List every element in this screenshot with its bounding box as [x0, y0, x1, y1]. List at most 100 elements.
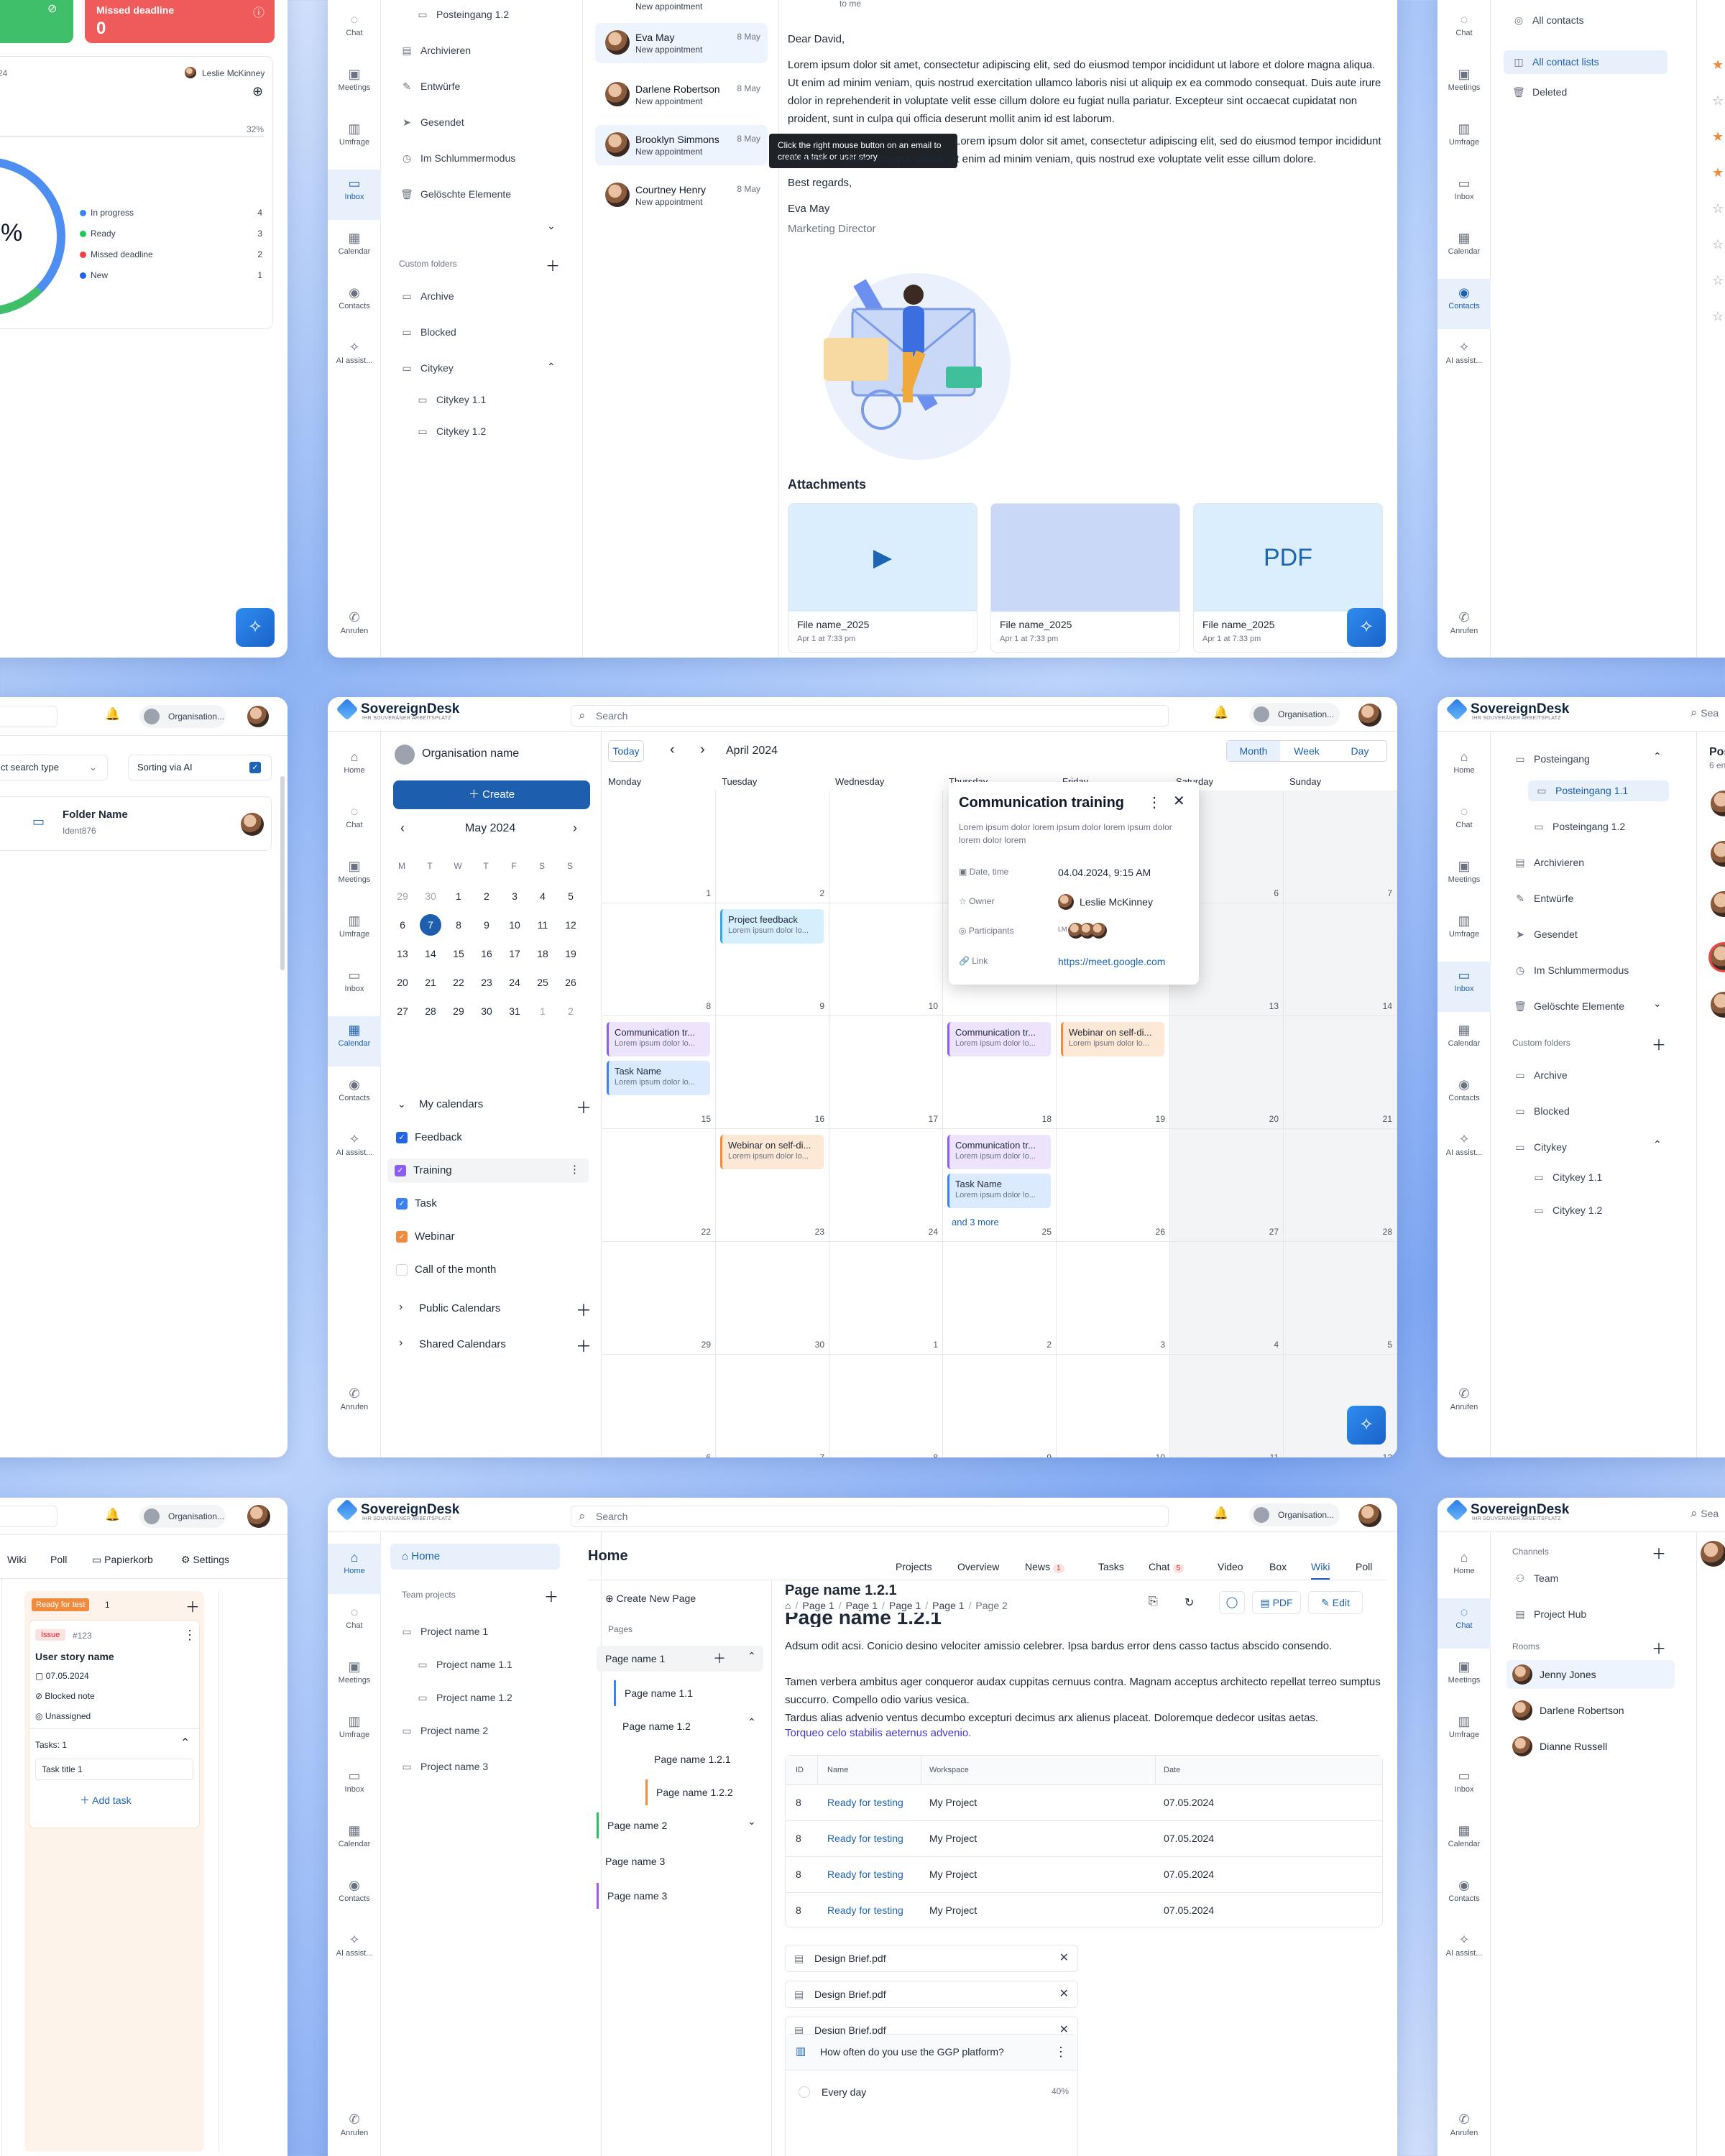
tab-poll[interactable]: Poll [1356, 1561, 1372, 1572]
mini-day[interactable]: 31 [509, 1005, 520, 1017]
more-icon[interactable]: ⋮ [1054, 2045, 1067, 2059]
file-item[interactable]: Design Brief.pdf ✕ [785, 1981, 1078, 2008]
mini-day[interactable]: 9 [484, 919, 489, 931]
mini-day[interactable]: 26 [565, 977, 576, 988]
bell-icon[interactable]: 🔔 [105, 707, 121, 721]
mini-day[interactable]: 14 [425, 948, 436, 959]
nav-chat[interactable]: ◌ Chat [1438, 1598, 1491, 1649]
tab-wiki[interactable]: Wiki [1311, 1561, 1330, 1580]
story-card[interactable]: Issue #123 ⋮ User story name ▢ 07.05.202… [29, 1620, 201, 1828]
mini-day[interactable]: 15 [453, 948, 464, 959]
chevron-up-icon[interactable]: ⌃ [1653, 750, 1662, 762]
folder-item[interactable]: ▤ Archivieren [399, 45, 471, 57]
inbox-folder[interactable]: ▭ Posteingang [1512, 753, 1589, 765]
chevron-right-icon[interactable]: › [399, 1337, 403, 1349]
folder-item[interactable]: ➤ Gesendet [1512, 929, 1578, 941]
nav-meetings[interactable]: ▣ Meetings [1438, 1653, 1491, 1703]
organisation-switcher[interactable]: Organisation... [1249, 703, 1340, 726]
day-cell[interactable]: 3 [1057, 1242, 1170, 1355]
custom-folder[interactable]: ▭ Archive [399, 290, 454, 303]
breadcrumb-item[interactable]: Page 1 [888, 1600, 921, 1611]
chevron-down-icon[interactable]: ⌄ [1653, 998, 1662, 1009]
nav-meetings[interactable]: ▣ Meetings [328, 852, 381, 903]
add-room-icon[interactable]: ＋ [1652, 1641, 1666, 1657]
nav-aiassist[interactable]: ✧ AI assist... [328, 1926, 381, 1976]
day-cell[interactable]: 1 [829, 1242, 943, 1355]
page-item[interactable]: Page name 2 [597, 1812, 763, 1838]
shared-calendars[interactable]: Shared Calendars [419, 1338, 506, 1350]
tab-chat[interactable]: Chat 5 [1149, 1561, 1184, 1573]
status-link[interactable]: Ready for testing [827, 1904, 903, 1916]
custom-folder[interactable]: ▭ Blocked [399, 326, 456, 338]
calendar-item[interactable]: ✓ Training ⋮ [387, 1158, 589, 1183]
star-icon[interactable]: ☆ [1712, 237, 1724, 252]
sort-select[interactable]: Sorting via AI ✓ [128, 755, 272, 780]
chevron-up-icon[interactable]: ⌃ [1653, 1138, 1662, 1150]
folder-item[interactable]: ▭ Posteingang 1.2 [415, 9, 509, 21]
day-cell[interactable]: 27 [1170, 1129, 1284, 1242]
poll-radio[interactable] [799, 2086, 810, 2098]
table-row[interactable]: 8 Ready for testing My Project 07.05.2024 [786, 1856, 1382, 1892]
room-item[interactable]: Dianne Russell [1506, 1732, 1675, 1761]
mini-day[interactable]: 25 [537, 977, 548, 988]
folder-item[interactable]: ➤ Gesendet [399, 116, 464, 129]
day-cell[interactable]: 7 [716, 1355, 829, 1457]
star-icon[interactable]: ☆ [1712, 309, 1724, 323]
tab-projects[interactable]: Projects [896, 1561, 932, 1572]
nav-home[interactable]: ⌂ Home [328, 1544, 381, 1594]
nav-call[interactable]: ✆ Anrufen [1438, 1381, 1491, 1411]
day-cell[interactable]: 1 [602, 791, 716, 903]
search-input[interactable] [0, 1506, 58, 1527]
close-icon[interactable]: ✕ [1059, 1988, 1069, 2000]
star-icon[interactable]: ★ [1712, 165, 1724, 180]
status-link[interactable]: Ready for testing [827, 1833, 903, 1844]
day-cell[interactable]: 4 [1170, 1242, 1284, 1355]
mini-day[interactable]: 19 [565, 948, 576, 959]
chevron-up-icon[interactable]: ⌃ [547, 361, 556, 372]
page-item[interactable]: Page name 3 [597, 1883, 763, 1909]
chevron-up-icon[interactable]: ⌃ [180, 1737, 190, 1749]
mini-day[interactable]: 28 [425, 1005, 436, 1017]
nav-calendar[interactable]: ▦ Calendar [1438, 1817, 1491, 1867]
star-icon[interactable]: ★ [1712, 129, 1724, 144]
search-input[interactable] [0, 706, 58, 727]
nav-meetings[interactable]: ▣ Meetings [328, 1653, 381, 1703]
day-cell[interactable]: 30 [716, 1242, 829, 1355]
nav-home[interactable]: ⌂ Home [1438, 743, 1491, 793]
calendar-item[interactable]: Call of the month [389, 1258, 590, 1282]
project-item[interactable]: ▭ Project name 2 [399, 1725, 488, 1737]
table-row[interactable]: 8 Ready for testing My Project 07.05.2024 [786, 1784, 1382, 1820]
project-item[interactable]: ▭ Project name 3 [399, 1761, 488, 1773]
mini-day[interactable]: 2 [484, 890, 489, 902]
chevron-up-icon[interactable]: ⌃ [748, 1716, 756, 1728]
pdf-button[interactable]: ▤ PDF [1252, 1591, 1301, 1614]
folder-item[interactable]: ✎ Entwürfe [399, 80, 460, 93]
citykey-subfolder[interactable]: ▭ Citykey 1.1 [1531, 1171, 1602, 1184]
scrollbar[interactable] [280, 776, 285, 970]
contacts-item[interactable]: ◫ All contact lists [1504, 50, 1668, 74]
day-cell[interactable]: 10 [1057, 1355, 1170, 1457]
nav-umfrage[interactable]: ▥ Umfrage [1438, 115, 1491, 165]
folder-item[interactable]: ▤ Archivieren [1512, 857, 1584, 869]
globe-icon[interactable]: ⊕ [252, 84, 264, 98]
day-cell[interactable]: 21 [1284, 1016, 1397, 1129]
today-button[interactable]: Today [608, 740, 644, 762]
mini-day[interactable]: 29 [453, 1005, 464, 1017]
mini-day[interactable]: 18 [537, 948, 548, 959]
mini-day[interactable]: 13 [397, 948, 408, 959]
page-item[interactable]: Page name 1.2 [614, 1713, 763, 1739]
custom-folder[interactable]: ▭ Blocked [1512, 1105, 1569, 1118]
nav-chat[interactable]: ◌ Chat [1438, 6, 1491, 56]
nav-inbox[interactable]: ▭ Inbox [1438, 962, 1491, 1012]
bell-icon[interactable]: 🔔 [105, 1508, 121, 1521]
day-cell[interactable]: 14 [1284, 903, 1397, 1016]
mini-day[interactable]: 30 [425, 890, 436, 902]
nav-contacts[interactable]: ◉ Contacts [328, 1871, 381, 1922]
bell-icon[interactable]: 🔔 [1213, 1506, 1229, 1520]
day-cell[interactable]: 23 [716, 1129, 829, 1242]
mini-day[interactable]: 22 [453, 977, 464, 988]
ai-assistant-fab[interactable]: ✧ [1347, 608, 1386, 647]
nav-aiassist[interactable]: ✧ AI assist... [1438, 1926, 1491, 1976]
inbox-subfolder[interactable]: ▭ Posteingang 1.2 [1531, 821, 1625, 833]
room-item[interactable]: Darlene Robertson [1506, 1696, 1675, 1725]
